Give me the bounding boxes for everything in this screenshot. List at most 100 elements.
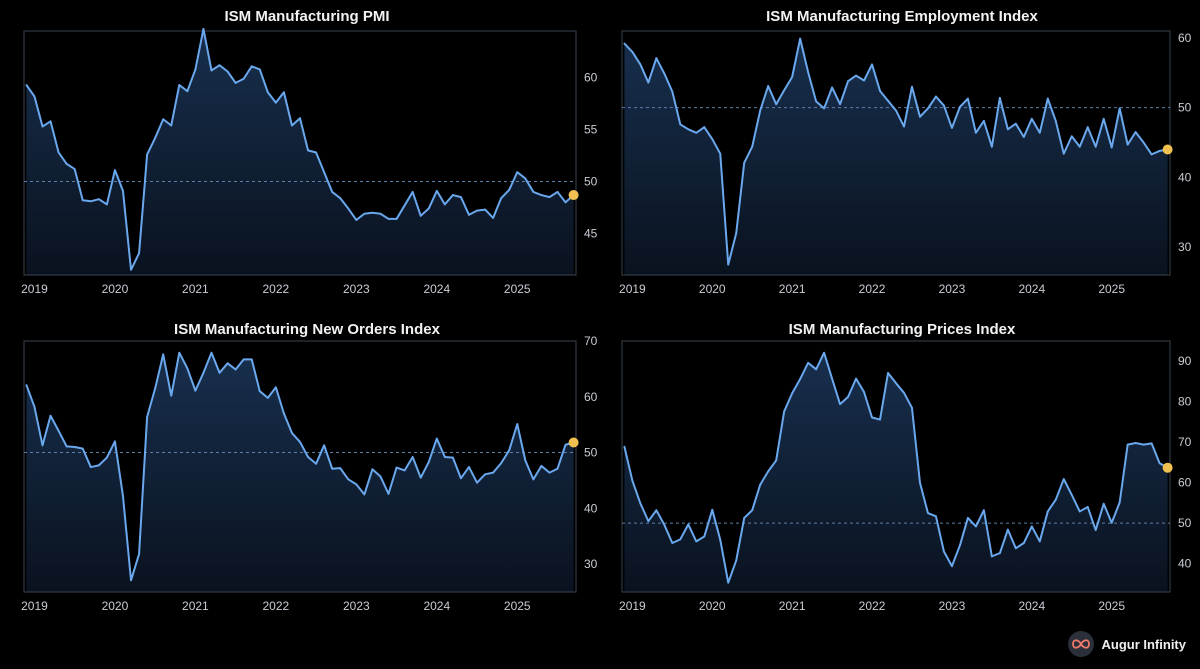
data-point (411, 191, 414, 193)
data-point (57, 429, 60, 432)
data-point (647, 520, 650, 523)
data-point (242, 358, 245, 361)
data-point (476, 481, 478, 484)
data-point (839, 403, 841, 406)
y-tick-label: 45 (584, 226, 598, 240)
data-point (443, 203, 446, 206)
data-point (807, 71, 810, 74)
data-point (935, 95, 937, 98)
data-point (291, 432, 293, 434)
data-point (1054, 120, 1057, 122)
y-tick-label: 90 (1178, 354, 1192, 368)
x-tick-label: 2021 (182, 282, 209, 296)
data-point (146, 153, 149, 156)
data-point (371, 468, 374, 471)
data-point (33, 405, 36, 408)
y-tick-label: 40 (1178, 170, 1192, 184)
data-point (1086, 506, 1089, 508)
data-point (735, 232, 738, 235)
data-point (631, 51, 634, 53)
data-point (202, 28, 205, 30)
data-point (1134, 442, 1137, 444)
data-point (114, 169, 116, 172)
brand-name: Augur Infinity (1101, 636, 1187, 652)
data-point (25, 384, 28, 386)
data-point (460, 477, 462, 480)
data-point (1110, 521, 1113, 524)
x-tick-label: 2020 (699, 282, 726, 296)
data-point (250, 65, 253, 68)
data-point (623, 42, 626, 45)
x-tick-label: 2024 (1018, 282, 1045, 296)
data-point (548, 196, 551, 199)
x-tick-label: 2021 (182, 599, 209, 613)
data-point (727, 581, 730, 584)
data-point (81, 199, 84, 202)
data-point (427, 207, 430, 210)
data-point (355, 483, 358, 486)
data-point (751, 509, 754, 512)
y-tick-label: 55 (584, 123, 598, 137)
x-tick-label: 2021 (779, 599, 806, 613)
chart-title: ISM Manufacturing New Orders Index (174, 321, 440, 338)
data-point (815, 100, 818, 103)
data-point (49, 120, 52, 123)
data-point (1078, 510, 1081, 513)
y-tick-label: 80 (1178, 395, 1192, 409)
data-point (299, 441, 301, 443)
data-point (919, 481, 921, 484)
data-point (1062, 478, 1065, 480)
data-point (242, 77, 245, 80)
data-point (194, 389, 197, 392)
data-point (532, 191, 535, 193)
data-point (443, 456, 446, 458)
data-point (379, 212, 382, 215)
data-point (903, 391, 905, 394)
data-point (476, 209, 478, 212)
data-point (387, 218, 390, 220)
data-point (959, 106, 961, 108)
data-point (427, 461, 430, 463)
x-tick-label: 2020 (699, 599, 726, 613)
y-tick-label: 40 (1178, 557, 1192, 571)
data-point (81, 447, 84, 450)
chart-prices: 40 50 60 70 80 90 2019 2020 2021 2022 2023 2024 2025 (619, 340, 1192, 613)
x-tick-label: 2020 (102, 282, 129, 296)
data-point (719, 152, 722, 155)
data-point (887, 99, 889, 102)
data-point (959, 544, 961, 547)
data-point (435, 437, 438, 440)
data-point (97, 464, 100, 467)
data-point (178, 84, 181, 86)
y-tick-label: 30 (1178, 240, 1192, 254)
data-point (1118, 107, 1121, 110)
data-point (307, 456, 309, 458)
data-point (807, 361, 810, 364)
data-point (759, 109, 762, 112)
data-point (831, 377, 833, 380)
data-point (435, 189, 438, 192)
data-point (863, 79, 865, 82)
chart-panel-prices: ISM Manufacturing Prices Index 40 50 60 70 8… (600, 310, 1200, 613)
data-point (162, 118, 165, 121)
data-point (743, 161, 746, 164)
data-point (283, 91, 285, 94)
chart-panel-employment: ISM Manufacturing Employment Index 30 40 5… (600, 0, 1200, 310)
data-point (516, 171, 519, 174)
data-point (331, 191, 334, 193)
data-point (484, 208, 486, 211)
data-point (1158, 150, 1161, 152)
data-point (1030, 117, 1033, 120)
data-point (226, 362, 229, 365)
data-point (759, 483, 762, 486)
x-tick-label: 2019 (21, 282, 48, 296)
data-point (879, 90, 881, 92)
data-point (492, 471, 495, 474)
data-point (508, 188, 511, 191)
y-tick-label: 70 (1178, 435, 1192, 449)
data-point (823, 351, 826, 354)
data-point (218, 371, 221, 374)
data-point (363, 493, 366, 496)
data-point (783, 410, 786, 413)
data-point (791, 392, 794, 395)
